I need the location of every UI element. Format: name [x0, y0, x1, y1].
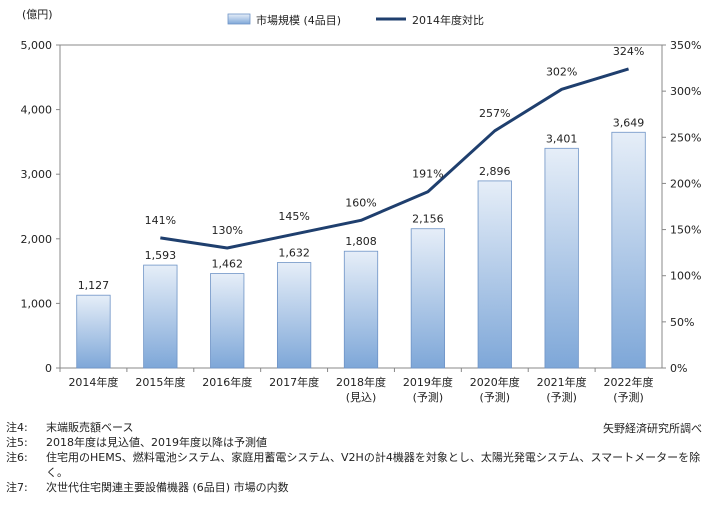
bar	[343, 250, 379, 369]
bar-value-label: 3,649	[613, 116, 645, 129]
x-tick-label: 2018年度	[336, 375, 386, 389]
line-value-label: 257%	[479, 107, 510, 120]
left-tick-label: 3,000	[21, 168, 53, 181]
x-tick-sublabel: (予測)	[413, 390, 444, 404]
x-tick-sublabel: (予測)	[479, 390, 510, 404]
legend-bar-label: 市場規模 (4品目)	[256, 13, 341, 27]
note-key: 注7:	[6, 481, 28, 494]
right-tick-label: 100%	[670, 270, 701, 283]
note-text: 次世代住宅関連主要設備機器 (6品目) 市場の内数	[46, 481, 289, 494]
note-text: 住宅用のHEMS、燃料電池システム、家庭用蓄電システム、V2Hの計4機器を対象と…	[46, 451, 701, 479]
legend: 市場規模 (4品目) 2014年度対比	[227, 13, 484, 27]
line-value-label: 191%	[412, 168, 443, 181]
x-tick-sublabel: (予測)	[613, 390, 644, 404]
x-tick-label: 2019年度	[403, 375, 453, 389]
legend-bar-swatch	[227, 13, 251, 25]
bar	[410, 228, 446, 369]
right-tick-label: 50%	[670, 316, 694, 329]
x-tick-label: 2020年度	[470, 375, 520, 389]
note-text: 2018年度は見込値、2019年度以降は予測値	[46, 436, 267, 449]
bar	[544, 147, 579, 369]
bar-value-label: 2,896	[479, 165, 511, 178]
note-row: 注6: 住宅用のHEMS、燃料電池システム、家庭用蓄電システム、V2Hの計4機器…	[6, 450, 706, 480]
bar-value-label: 2,156	[412, 213, 444, 226]
left-tick-label: 4,000	[21, 104, 53, 117]
left-tick-label: 5,000	[21, 39, 53, 52]
x-tick-sublabel: (予測)	[546, 390, 577, 404]
bar	[477, 180, 512, 369]
line-value-label: 302%	[546, 65, 577, 78]
x-tick-sublabel: (見込)	[346, 391, 377, 404]
note-text: 末端販売額ベース	[46, 421, 134, 434]
notes: 注4: 末端販売額ベース 注5: 2018年度は見込値、2019年度以降は予測値…	[6, 420, 706, 495]
right-tick-label: 350%	[670, 39, 701, 52]
bar-value-label: 1,593	[145, 249, 177, 262]
bar-value-label: 3,401	[546, 132, 578, 145]
bar-value-label: 1,808	[345, 235, 377, 248]
bar-series: 1,127 1,593 1,462 1,632 1,808 2,156 2,896 3,401…	[76, 116, 646, 369]
right-tick-label: 0%	[670, 362, 687, 375]
left-tick-label: 0	[45, 362, 52, 375]
bar	[210, 273, 245, 369]
bar-value-label: 1,462	[211, 258, 243, 271]
left-tick-label: 2,000	[21, 233, 53, 246]
right-tick-label: 300%	[670, 85, 701, 98]
x-tick-label: 2017年度	[269, 375, 319, 389]
note-key: 注4:	[6, 421, 28, 434]
right-tick-label: 150%	[670, 224, 701, 237]
note-row: 注5: 2018年度は見込値、2019年度以降は予測値	[6, 435, 706, 450]
note-key: 注5:	[6, 436, 28, 449]
bar	[276, 262, 312, 369]
line-value-label: 324%	[613, 45, 644, 58]
line-value-label: 160%	[345, 196, 376, 209]
x-tick-label: 2022年度	[604, 375, 654, 389]
note-key: 注6:	[6, 451, 28, 464]
x-tick-label: 2016年度	[202, 375, 252, 389]
market-chart: 0 1,000 2,000 3,000 4,000 5,000 0% 50% 100% 150% 2…	[21, 8, 702, 404]
line-series: 141% 130% 145% 160% 191% 257% 302% 324%	[145, 45, 644, 250]
right-tick-label: 200%	[670, 177, 701, 190]
right-tick-label: 250%	[670, 131, 701, 144]
bar	[611, 131, 646, 369]
line-value-label: 141%	[145, 214, 176, 227]
bar-value-label: 1,632	[278, 247, 310, 260]
note-row: 注4: 末端販売額ベース	[6, 420, 706, 435]
line-value-label: 130%	[211, 224, 242, 237]
bar	[143, 264, 178, 369]
line-value-label: 145%	[278, 210, 309, 223]
source-credit: 矢野経済研究所調べ	[603, 422, 702, 435]
bar-value-label: 1,127	[78, 279, 110, 292]
legend-line-label: 2014年度対比	[412, 13, 484, 27]
bar	[76, 294, 111, 369]
left-axis-unit: (億円)	[22, 8, 53, 21]
axes: 0 1,000 2,000 3,000 4,000 5,000 0% 50% 100% 150% 2…	[21, 8, 702, 404]
left-tick-label: 1,000	[21, 297, 53, 310]
line-path	[160, 67, 629, 250]
note-row: 注7: 次世代住宅関連主要設備機器 (6品目) 市場の内数	[6, 480, 706, 495]
x-tick-label: 2015年度	[135, 375, 185, 389]
x-tick-label: 2014年度	[68, 375, 118, 389]
x-tick-label: 2021年度	[537, 375, 587, 389]
